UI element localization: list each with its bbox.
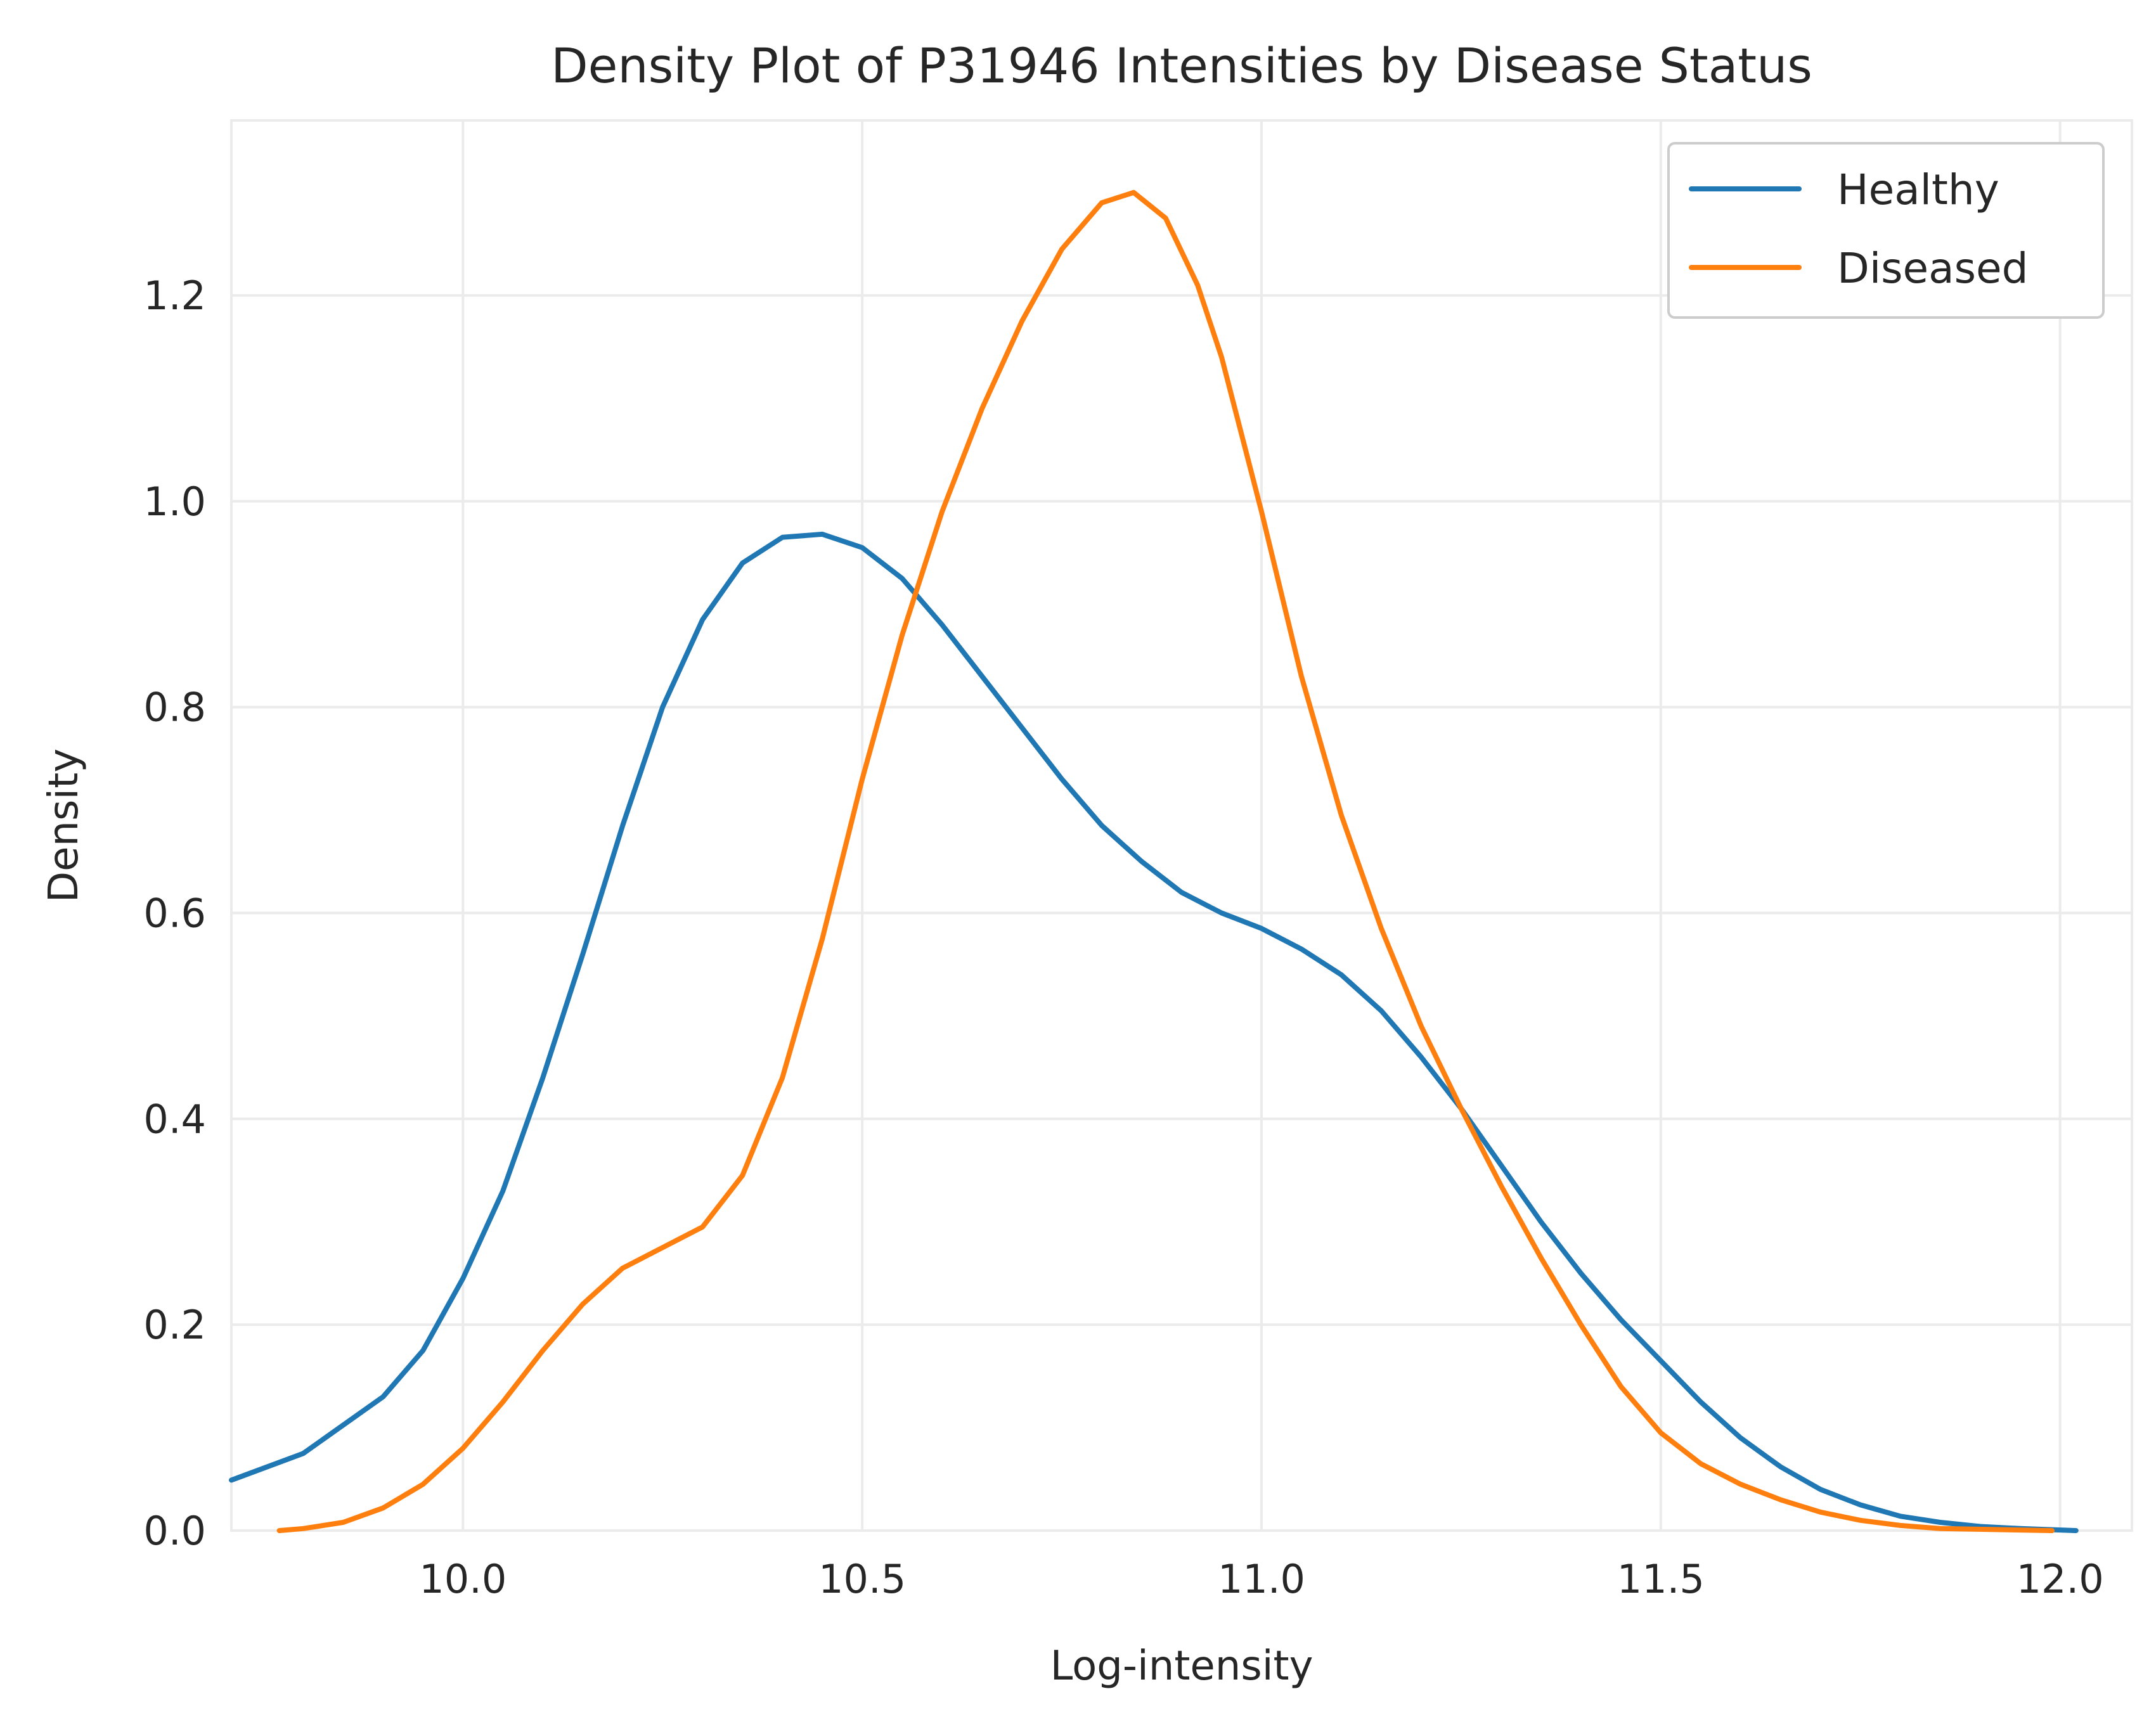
y-tick-label: 1.0 <box>143 479 206 525</box>
series-line-diseased <box>276 190 2055 1533</box>
grid <box>231 120 2132 1532</box>
x-tick-label: 10.0 <box>419 1556 507 1602</box>
y-tick-label: 0.8 <box>143 684 206 731</box>
plot-frame <box>230 119 2133 1532</box>
series-layer <box>229 190 2079 1533</box>
legend-label-diseased: Diseased <box>1837 244 2028 293</box>
x-tick-label: 10.5 <box>818 1556 906 1602</box>
chart-title: Density Plot of P31946 Intensities by Di… <box>551 37 1812 94</box>
y-axis-label: Density <box>41 749 87 903</box>
y-tick-label: 0.6 <box>143 890 206 937</box>
y-tick-label: 0.4 <box>143 1096 206 1142</box>
x-axis-ticks: 10.0 10.5 11.0 11.5 12.0 <box>419 1556 2103 1602</box>
y-axis-ticks: 0.0 0.2 0.4 0.6 0.8 1.0 1.2 <box>143 273 206 1554</box>
legend-label-healthy: Healthy <box>1837 165 1999 214</box>
y-tick-label: 0.2 <box>143 1302 206 1348</box>
x-tick-label: 11.5 <box>1617 1556 1705 1602</box>
legend: Healthy Diseased <box>1667 142 2105 319</box>
x-tick-label: 11.0 <box>1218 1556 1305 1602</box>
series-line-healthy <box>229 531 2079 1533</box>
y-tick-label: 0.0 <box>143 1508 206 1554</box>
x-tick-label: 12.0 <box>2017 1556 2104 1602</box>
x-axis-label: Log-intensity <box>1050 1643 1314 1690</box>
y-tick-label: 1.2 <box>143 273 206 319</box>
